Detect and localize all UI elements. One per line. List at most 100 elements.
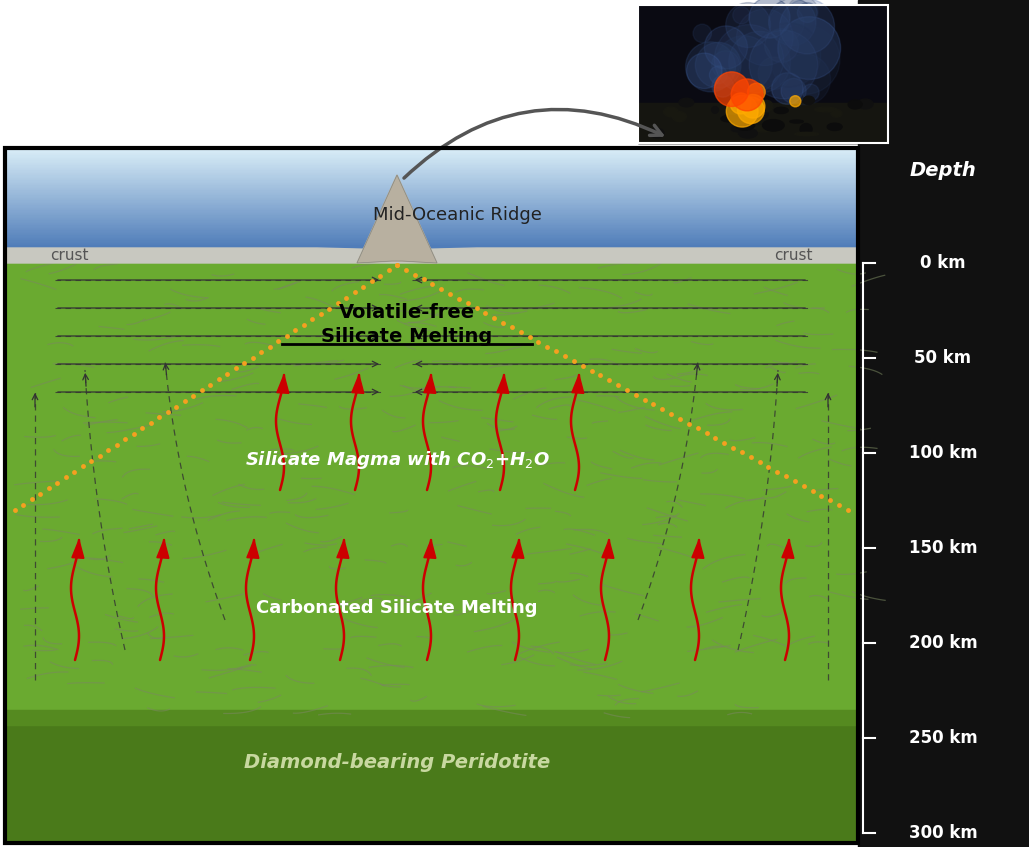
Ellipse shape <box>679 98 694 107</box>
Polygon shape <box>424 375 436 393</box>
Polygon shape <box>424 540 436 558</box>
Ellipse shape <box>712 107 718 113</box>
Circle shape <box>705 26 747 69</box>
Ellipse shape <box>762 119 784 131</box>
Bar <box>5 153 858 156</box>
Circle shape <box>789 96 801 107</box>
Ellipse shape <box>794 132 819 136</box>
Bar <box>5 193 858 196</box>
Bar <box>5 201 858 203</box>
Bar <box>5 156 858 158</box>
Circle shape <box>731 93 751 114</box>
Bar <box>5 185 858 188</box>
Ellipse shape <box>742 99 764 107</box>
Bar <box>5 230 858 233</box>
Ellipse shape <box>731 125 746 132</box>
Ellipse shape <box>830 109 842 117</box>
Polygon shape <box>336 540 349 558</box>
Circle shape <box>781 79 806 103</box>
Circle shape <box>685 42 736 91</box>
Polygon shape <box>691 540 704 558</box>
Bar <box>5 218 858 220</box>
Bar <box>638 103 888 143</box>
Circle shape <box>769 0 816 46</box>
Circle shape <box>741 95 765 118</box>
Bar <box>5 228 858 230</box>
Polygon shape <box>572 375 583 393</box>
Bar <box>5 235 858 238</box>
Ellipse shape <box>746 109 769 119</box>
Text: crust: crust <box>50 248 88 263</box>
Ellipse shape <box>739 129 757 138</box>
Text: Volatile-free: Volatile-free <box>339 303 475 323</box>
Ellipse shape <box>650 129 664 138</box>
Circle shape <box>765 29 799 63</box>
Bar <box>5 211 858 213</box>
Bar <box>5 158 858 160</box>
Circle shape <box>749 0 790 38</box>
Ellipse shape <box>731 105 739 112</box>
Bar <box>5 203 858 206</box>
Ellipse shape <box>804 97 814 104</box>
Bar <box>5 206 858 208</box>
Bar <box>5 233 858 235</box>
Circle shape <box>694 25 711 42</box>
Circle shape <box>780 0 835 54</box>
Circle shape <box>714 25 784 94</box>
Ellipse shape <box>801 124 812 135</box>
Bar <box>5 238 858 241</box>
Polygon shape <box>5 248 858 263</box>
Bar <box>5 191 858 193</box>
Bar <box>5 168 858 170</box>
Circle shape <box>712 75 734 97</box>
Bar <box>5 188 858 191</box>
Polygon shape <box>277 375 289 393</box>
Bar <box>5 208 858 211</box>
Ellipse shape <box>848 100 862 109</box>
Circle shape <box>797 3 817 23</box>
Circle shape <box>714 72 749 107</box>
Text: Silicate Magma with CO$_2$+H$_2$O: Silicate Magma with CO$_2$+H$_2$O <box>245 449 549 471</box>
Circle shape <box>709 66 728 84</box>
Circle shape <box>715 36 772 92</box>
Text: Carbonated Silicate Melting: Carbonated Silicate Melting <box>256 599 538 617</box>
Ellipse shape <box>857 99 873 109</box>
Circle shape <box>778 17 841 80</box>
Bar <box>5 720 858 843</box>
Circle shape <box>758 57 790 90</box>
Circle shape <box>738 97 765 124</box>
Ellipse shape <box>752 125 774 132</box>
Bar <box>5 175 858 178</box>
Polygon shape <box>602 540 614 558</box>
Polygon shape <box>511 540 524 558</box>
Bar <box>638 5 888 143</box>
Circle shape <box>749 30 818 99</box>
Ellipse shape <box>790 120 804 123</box>
Circle shape <box>771 25 840 94</box>
Circle shape <box>731 79 764 111</box>
Circle shape <box>756 23 821 87</box>
Bar <box>5 215 858 218</box>
Polygon shape <box>497 375 508 393</box>
Circle shape <box>733 7 750 24</box>
Bar <box>5 263 858 843</box>
Bar <box>5 183 858 185</box>
Bar <box>5 241 858 243</box>
Polygon shape <box>352 375 364 393</box>
Ellipse shape <box>721 115 740 122</box>
Bar <box>638 5 888 143</box>
Text: 150 km: 150 km <box>909 539 978 557</box>
Bar <box>5 173 858 175</box>
Polygon shape <box>156 540 169 558</box>
Bar <box>5 165 858 168</box>
Circle shape <box>737 8 793 65</box>
Circle shape <box>780 54 830 105</box>
Bar <box>5 710 858 725</box>
Bar <box>5 223 858 225</box>
Ellipse shape <box>815 108 837 112</box>
Polygon shape <box>72 540 84 558</box>
Polygon shape <box>782 540 794 558</box>
Ellipse shape <box>672 112 686 122</box>
Text: Depth: Depth <box>910 160 977 180</box>
Bar <box>0 0 858 148</box>
